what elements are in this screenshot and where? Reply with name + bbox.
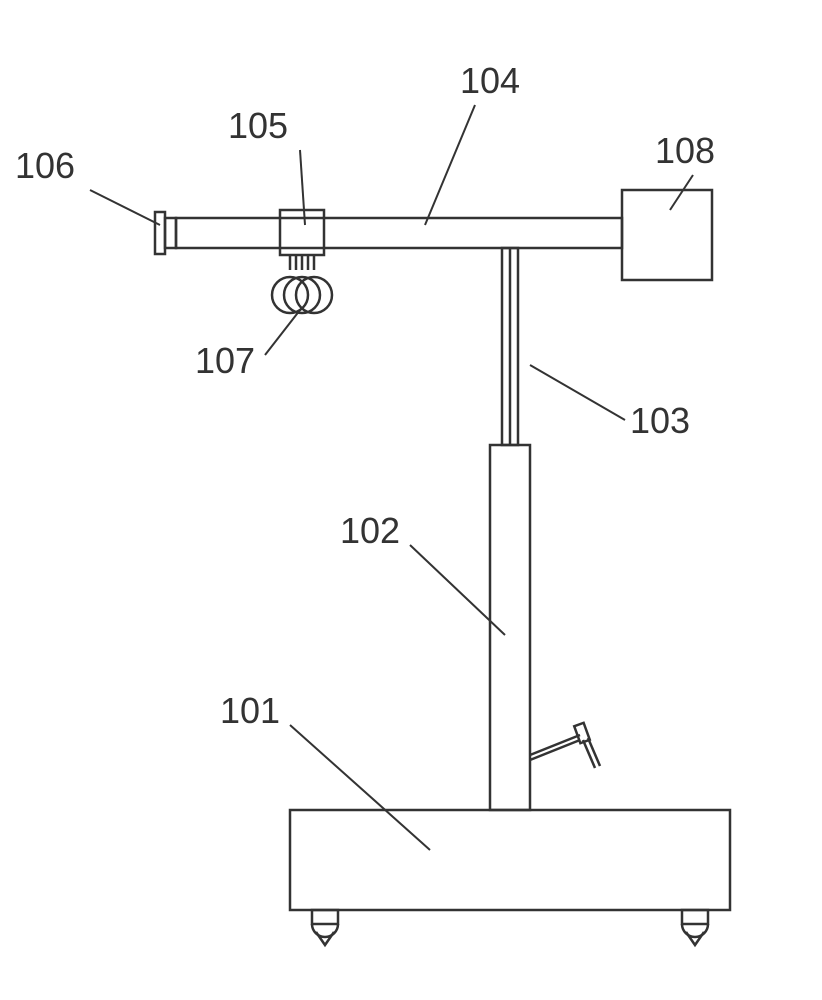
label-104: 104 — [460, 60, 520, 102]
end-cap — [155, 212, 176, 254]
label-108: 108 — [655, 130, 715, 172]
technical-diagram: 101 102 103 104 105 106 107 108 — [0, 0, 822, 1000]
right-box — [622, 190, 712, 280]
base-component — [290, 810, 730, 910]
rings — [272, 277, 332, 313]
handle-crank — [530, 723, 600, 768]
label-102: 102 — [340, 510, 400, 552]
label-105: 105 — [228, 105, 288, 147]
castor-right — [682, 910, 708, 945]
label-103: 103 — [630, 400, 690, 442]
label-107: 107 — [195, 340, 255, 382]
castor-left — [312, 910, 338, 945]
horizontal-bar — [176, 218, 622, 248]
label-106: 106 — [15, 145, 75, 187]
label-101: 101 — [220, 690, 280, 732]
